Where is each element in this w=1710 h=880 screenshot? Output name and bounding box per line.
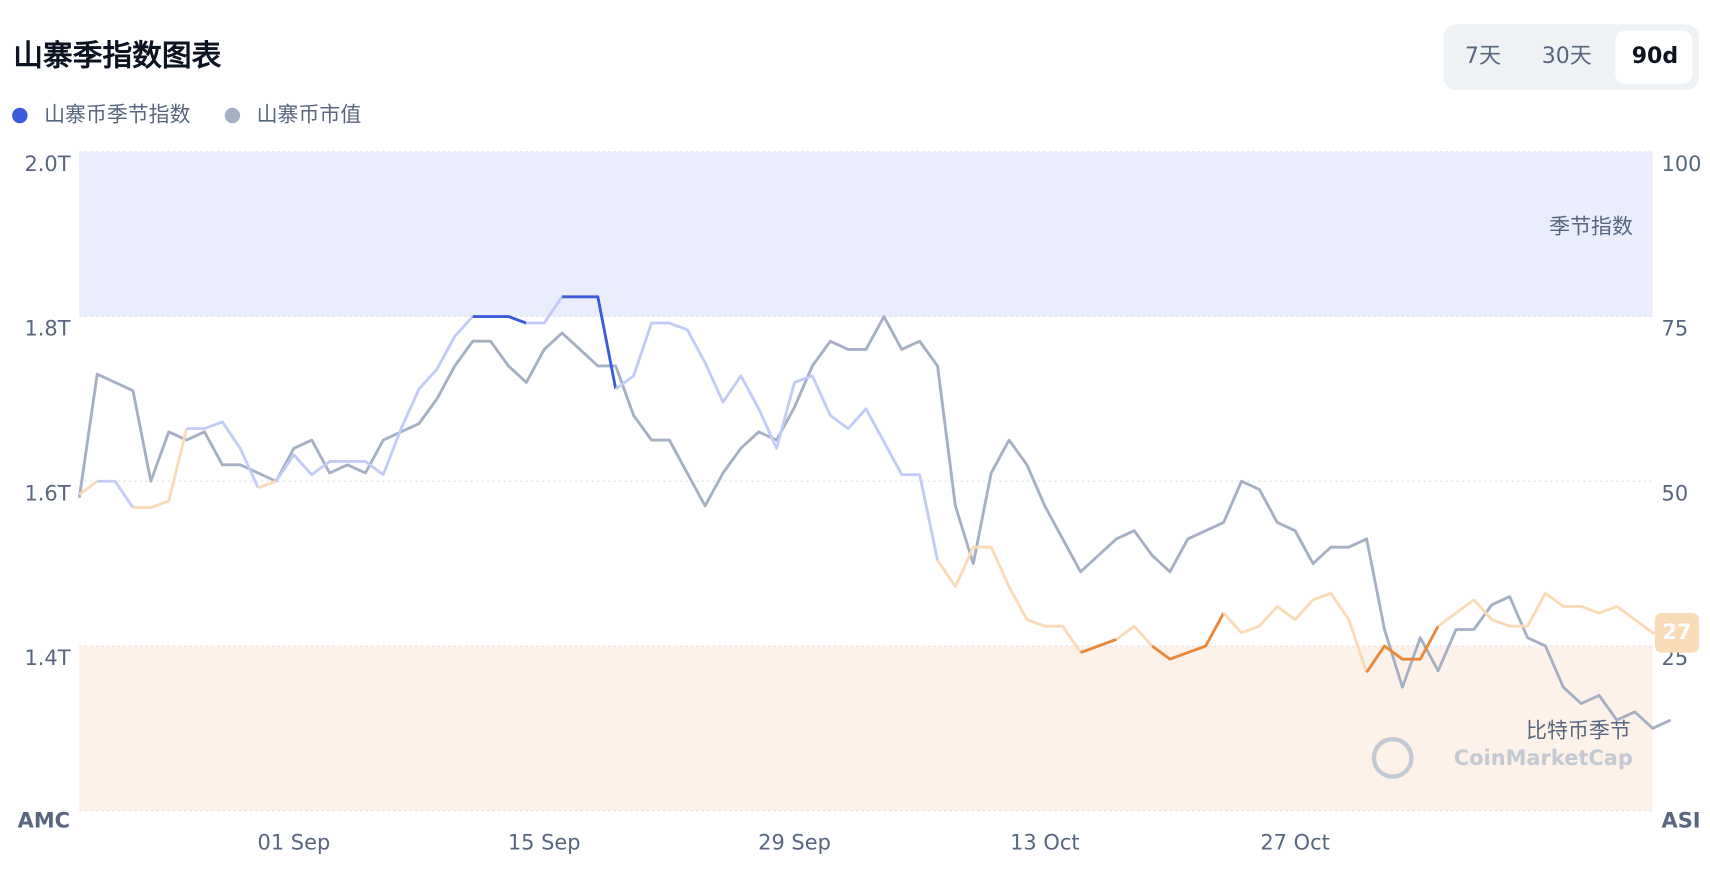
legend-label: 山寨币季节指数 (44, 103, 191, 127)
band-label: 比特币季节 (1526, 719, 1631, 743)
season-index-line (936, 545, 1082, 654)
market-cap-line (77, 315, 1672, 730)
season-index-line (274, 315, 474, 483)
last-value-badge (1654, 612, 1699, 653)
y2-tick-label: 75 (1662, 317, 1689, 341)
legend-marker (12, 107, 28, 124)
season-index-line (132, 428, 188, 510)
season-index-line (526, 295, 564, 325)
season-index-line (472, 315, 527, 325)
range-button[interactable]: 7天 (1465, 44, 1501, 69)
x-tick-label: 29 Sep (758, 831, 831, 855)
season-index-line (1437, 591, 1671, 635)
x-tick-label: 01 Sep (258, 831, 331, 855)
season-index-line (1222, 591, 1368, 673)
season-index-line (97, 479, 135, 509)
y-tick-label: 2.0T (24, 152, 70, 176)
x-tick-label: 27 Oct (1260, 831, 1329, 855)
season-index-line (1151, 612, 1225, 661)
season-index-line (614, 321, 939, 561)
season-index-line (1080, 638, 1117, 654)
band (79, 645, 1653, 811)
season-index-line (186, 420, 260, 489)
y-tick-label: 1.4T (24, 646, 70, 670)
legend-marker (224, 107, 241, 124)
y2-tick-label: 50 (1662, 481, 1689, 505)
y2-axis-label: ASI (1662, 809, 1701, 833)
watermark-logo (1371, 737, 1414, 779)
y-axis-label: AMC (18, 809, 70, 833)
y-tick-label: 1.6T (24, 481, 70, 505)
chart-title: 山寨季指数图表 (13, 39, 221, 74)
season-index-line (1115, 624, 1154, 647)
x-tick-label: 15 Sep (508, 831, 581, 855)
band (79, 151, 1653, 317)
y2-tick-label: 100 (1662, 152, 1702, 176)
watermark: CoinMarketCap (1454, 746, 1633, 770)
range-button-bg (1615, 30, 1693, 84)
x-tick-label: 13 Oct (1010, 831, 1079, 855)
band-label: 季节指数 (1549, 215, 1633, 239)
season-index-line (1365, 625, 1440, 674)
season-index-line (562, 295, 618, 390)
legend-label: 山寨币市值 (257, 103, 362, 127)
range-button[interactable]: 90d (1632, 44, 1678, 69)
y-tick-label: 1.8T (24, 317, 70, 341)
season-index-line (257, 479, 277, 490)
range-button[interactable]: 30天 (1542, 44, 1592, 69)
season-index-line (78, 480, 99, 496)
last-value-label: 27 (1662, 620, 1691, 644)
